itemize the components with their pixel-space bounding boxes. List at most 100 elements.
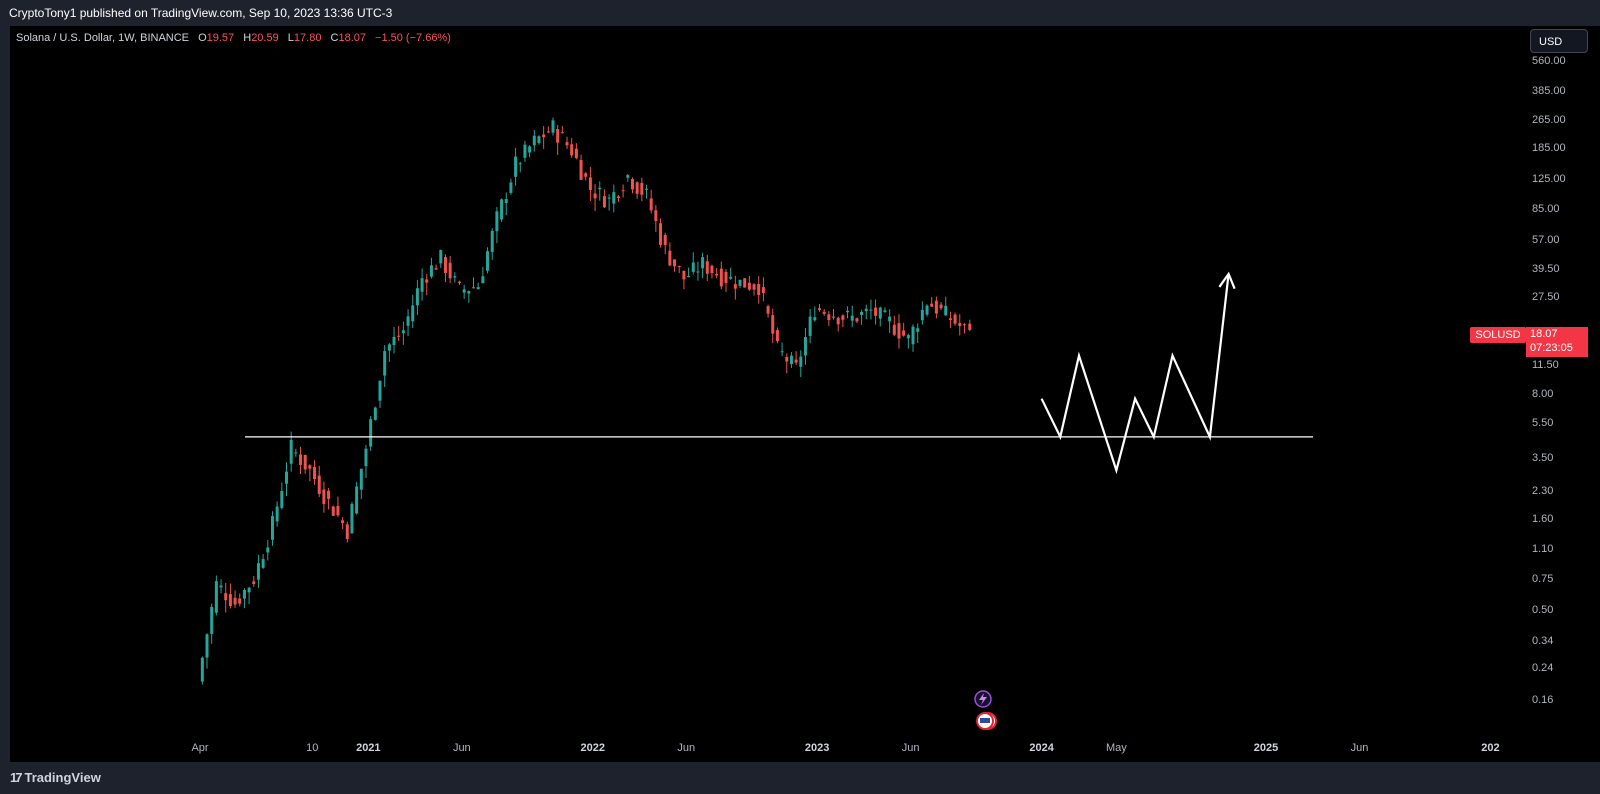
candle <box>925 305 929 315</box>
candle <box>546 131 550 133</box>
price-tick-label: 185.00 <box>1532 142 1566 154</box>
candle <box>934 300 938 314</box>
candle <box>294 452 298 454</box>
candle <box>696 271 700 273</box>
candle <box>369 419 373 447</box>
candle <box>747 282 751 290</box>
candle <box>537 136 541 144</box>
candle <box>439 250 443 264</box>
candle <box>757 284 761 296</box>
candle <box>958 323 962 326</box>
time-tick-label: 10 <box>306 742 319 754</box>
candle <box>359 468 363 490</box>
low-label: L <box>287 32 294 44</box>
price-tick-label: 8.00 <box>1532 387 1554 400</box>
last-price-tag: 18.07 07:23:05 <box>1526 327 1588 357</box>
candle <box>869 309 873 311</box>
candle <box>518 163 522 165</box>
candle <box>808 316 812 336</box>
time-tick-label: Apr <box>191 742 209 754</box>
candle <box>771 315 775 334</box>
bar-countdown: 07:23:05 <box>1530 342 1573 354</box>
candle <box>705 261 709 274</box>
candle <box>588 177 592 190</box>
candle <box>331 506 335 516</box>
candle <box>724 271 728 283</box>
candle <box>420 278 424 292</box>
candle <box>551 120 555 133</box>
candle <box>434 268 438 270</box>
candle <box>860 311 864 315</box>
candle <box>710 265 714 274</box>
candle <box>327 490 331 499</box>
price-tick-label: 1.60 <box>1532 513 1554 526</box>
candle <box>490 230 494 252</box>
candle <box>682 270 686 280</box>
candle <box>752 284 756 290</box>
candle <box>799 356 803 367</box>
chart-area[interactable]: Solana / U.S. Dollar, 1W, BINANCE O19.57… <box>10 26 1522 762</box>
tradingview-logo[interactable]: 17 TradingView <box>10 770 101 785</box>
candle <box>911 326 915 345</box>
candle <box>355 486 359 514</box>
candle <box>256 563 260 580</box>
candle <box>481 276 485 284</box>
candle <box>649 198 653 211</box>
candle <box>944 305 948 316</box>
price-tick-label: 0.24 <box>1532 661 1554 674</box>
symbol-badge: SOLUSD <box>1470 327 1526 343</box>
candle <box>252 581 256 585</box>
candle <box>701 257 705 269</box>
candle <box>219 585 223 588</box>
currency-button[interactable]: USD <box>1530 29 1588 53</box>
candle <box>836 317 840 325</box>
candle <box>509 182 513 193</box>
candle <box>317 475 321 494</box>
tradingview-logo-icon: 17 <box>10 770 23 785</box>
price-axis[interactable] <box>1522 26 1600 762</box>
candle <box>775 330 779 342</box>
candle <box>766 306 770 314</box>
time-tick-label: 2023 <box>804 742 830 754</box>
candle <box>691 262 695 272</box>
candle <box>336 505 340 516</box>
projection-path[interactable] <box>1040 273 1230 475</box>
candle <box>214 581 218 613</box>
candle <box>406 316 410 326</box>
candle <box>621 190 625 192</box>
price-tick-label: 27.50 <box>1532 291 1560 304</box>
candle <box>968 323 972 330</box>
candle <box>874 307 878 316</box>
candle <box>878 307 882 319</box>
time-tick-label: 202 <box>1481 742 1500 754</box>
footer-bar: 17 TradingView <box>0 762 1600 794</box>
open-label: O <box>198 32 207 44</box>
candle <box>387 344 391 351</box>
candle <box>467 291 471 294</box>
candle <box>514 156 518 177</box>
time-tick-label: 2025 <box>1253 742 1279 754</box>
candle <box>948 318 952 320</box>
price-tick-label: 11.50 <box>1532 359 1559 372</box>
candle <box>401 330 405 334</box>
price-tick-label: 0.34 <box>1532 634 1554 647</box>
close-label: C <box>330 32 339 44</box>
candle <box>659 223 663 245</box>
candle <box>584 173 588 177</box>
candle <box>457 281 461 283</box>
brand-name: TradingView <box>24 770 101 785</box>
candle <box>247 587 251 593</box>
candle <box>939 304 943 309</box>
candle <box>630 179 634 190</box>
candle <box>579 159 583 180</box>
candle <box>486 251 490 271</box>
candle <box>472 287 476 289</box>
candle <box>350 503 354 534</box>
time-tick-label: 2022 <box>580 742 605 754</box>
candle <box>841 315 845 320</box>
change-value: −1.50 (−7.66%) <box>375 32 451 44</box>
candle <box>962 324 966 326</box>
candle <box>299 454 303 465</box>
candle <box>668 250 672 266</box>
candle <box>261 559 265 568</box>
